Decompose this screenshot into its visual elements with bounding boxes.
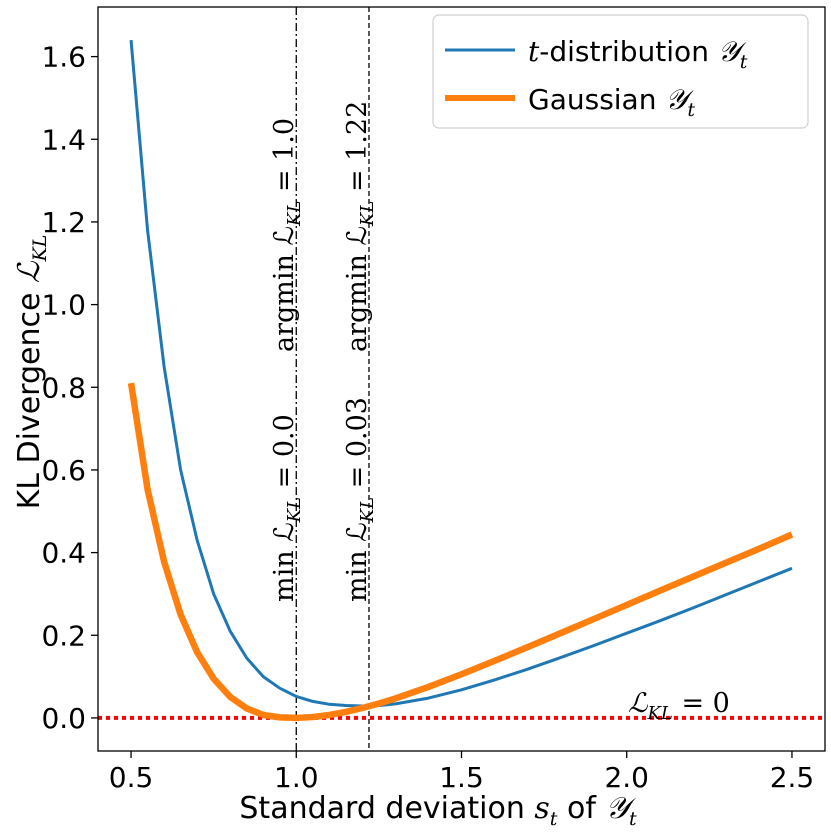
legend: t-distribution 𝒴t Gaussian 𝒴t bbox=[432, 14, 809, 129]
y-tick-label: 1.6 bbox=[41, 41, 86, 74]
x-tick-label: 0.5 bbox=[109, 761, 154, 794]
y-tick-label: 0.0 bbox=[41, 702, 86, 735]
y-tick-label: 0.4 bbox=[41, 537, 86, 570]
x-tick-label: 1.5 bbox=[439, 761, 484, 794]
y-tick-label: 1.2 bbox=[41, 206, 86, 239]
axis-ticks: 0.5 1.0 1.5 2.0 2.5 0.0 0.2 0.4 0.6 0.8 1.0 1.2 1.4 1… bbox=[41, 41, 814, 794]
y-axis-label: KL Divergence ℒKL bbox=[12, 235, 51, 510]
legend-entry-t-distribution: t-distribution 𝒴t bbox=[528, 35, 748, 73]
y-tick-label: 1.0 bbox=[41, 289, 86, 322]
x-axis-label: Standard deviation st of 𝒴t bbox=[239, 791, 637, 830]
series-line-gaussian bbox=[127, 382, 794, 722]
y-tick-label: 0.8 bbox=[41, 371, 86, 404]
legend-entry-gaussian: Gaussian 𝒴t bbox=[528, 83, 695, 121]
legend-box bbox=[432, 14, 809, 129]
plot-area bbox=[98, 7, 825, 751]
x-tick-label: 1.0 bbox=[274, 761, 319, 794]
zero-line-annotation: ℒKL = 0 bbox=[628, 688, 730, 724]
vline-2-upper-annotation: argmin ℒKL = 1.22 bbox=[342, 101, 378, 352]
vline-1-upper-annotation: argmin ℒKL = 1.0 bbox=[269, 118, 305, 352]
x-tick-label: 2.0 bbox=[604, 761, 649, 794]
vline-2-lower-annotation: min ℒKL = 0.03 bbox=[342, 397, 378, 602]
y-tick-label: 0.2 bbox=[41, 619, 86, 652]
x-tick-label: 2.5 bbox=[770, 761, 815, 794]
y-tick-label: 1.4 bbox=[41, 123, 86, 156]
vline-1-lower-annotation: min ℒKL = 0.0 bbox=[269, 414, 305, 602]
y-tick-label: 0.6 bbox=[41, 454, 86, 487]
